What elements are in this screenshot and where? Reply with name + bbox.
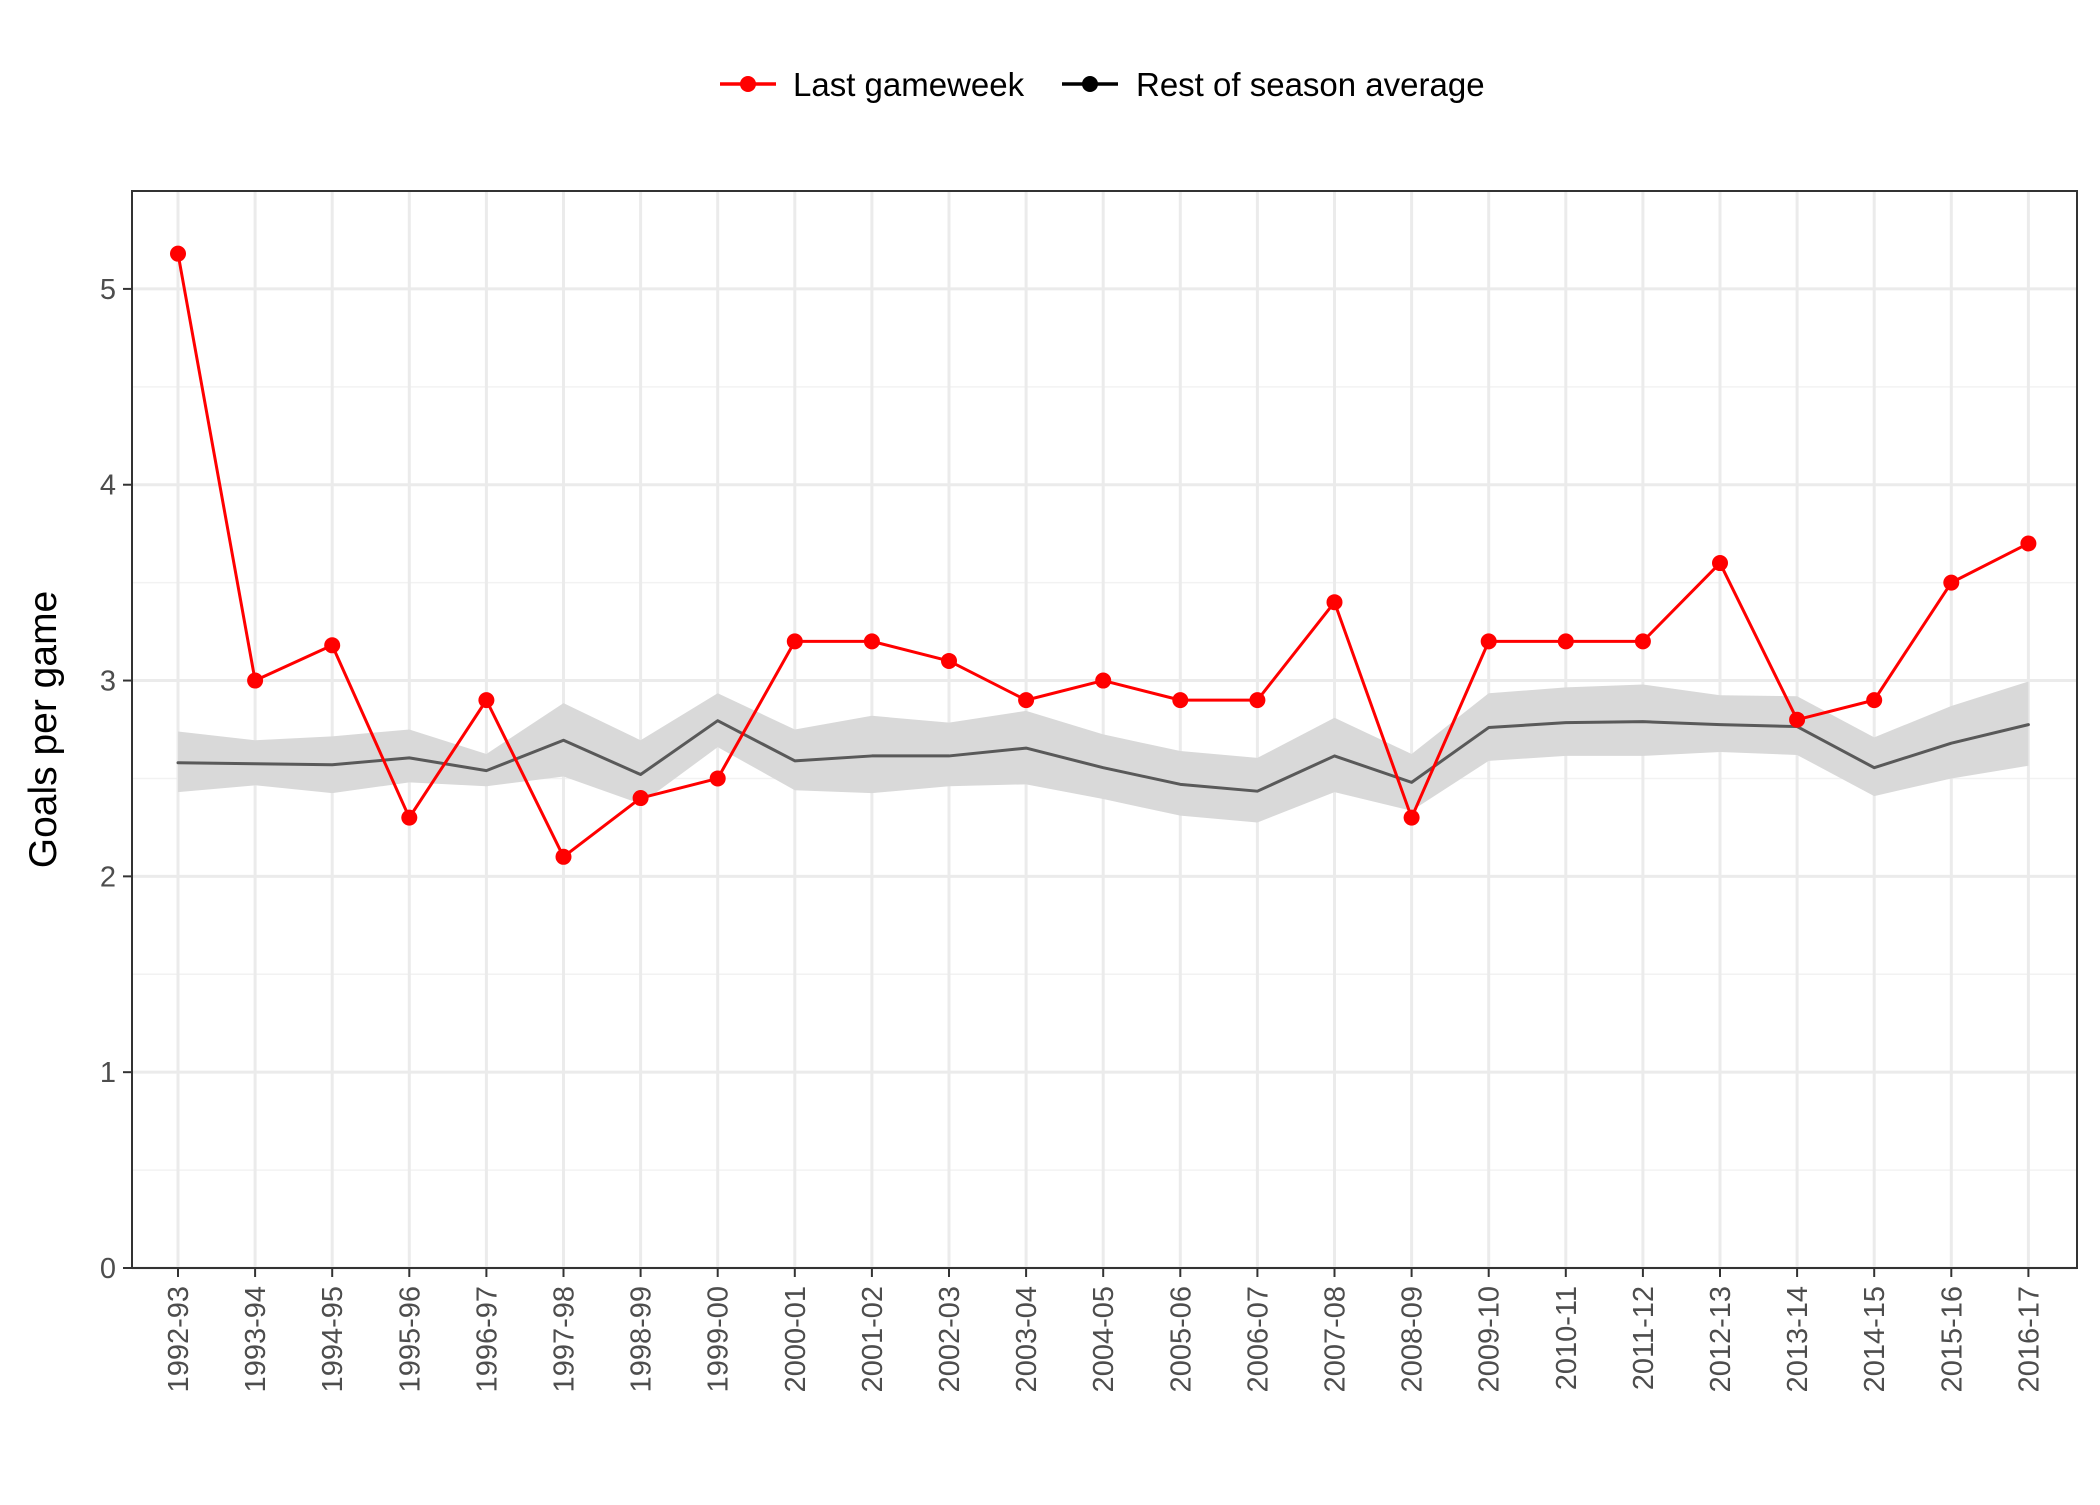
last-gameweek-point [786, 633, 803, 650]
series [170, 245, 2037, 865]
legend: Last gameweek Rest of season average [720, 66, 1485, 103]
x-tick-label: 1995-96 [394, 1286, 426, 1392]
x-tick-label: 1998-99 [626, 1286, 658, 1392]
x-tick-label: 2013-14 [1782, 1286, 1814, 1392]
x-tick-label: 2016-17 [2013, 1286, 2045, 1392]
y-axis-title: Goals per game [22, 591, 65, 868]
last-gameweek-point [863, 633, 880, 650]
last-gameweek-point [170, 245, 186, 262]
legend-label: Rest of season average [1136, 66, 1485, 103]
x-tick-label: 2007-08 [1320, 1286, 1352, 1392]
last-gameweek-point [555, 848, 572, 865]
last-gameweek-point [1789, 711, 1806, 728]
y-tick-label: 1 [100, 1057, 116, 1089]
last-gameweek-point [709, 770, 726, 787]
y-tick-label: 3 [100, 666, 116, 698]
y-tick-label: 5 [100, 274, 116, 306]
last-gameweek-point [1634, 633, 1651, 650]
last-gameweek-point [401, 809, 418, 826]
x-tick-label: 1996-97 [471, 1286, 503, 1392]
last-gameweek-point [1249, 692, 1266, 709]
last-gameweek-point [1018, 692, 1035, 709]
x-tick-label: 2001-02 [857, 1286, 889, 1392]
last-gameweek-point [324, 637, 341, 654]
legend-item: Rest of season average [1062, 66, 1485, 103]
plot-panel-border [131, 190, 2078, 1269]
x-tick-label: 2000-01 [780, 1286, 812, 1392]
axes: 0 1 2 3 4 5 1992-93 1993-94 1994-95 1995-96 1996-9… [100, 274, 2046, 1393]
x-tick-label: 1994-95 [317, 1286, 349, 1392]
last-gameweek-point [1172, 692, 1189, 709]
x-tick-label: 1999-00 [703, 1286, 735, 1392]
x-tick-label: 2002-03 [934, 1286, 966, 1392]
x-tick-label: 2015-16 [1936, 1286, 1968, 1392]
rest-of-season-average-line [176, 719, 2030, 793]
last-gameweek-point [247, 672, 264, 689]
last-gameweek-point [1943, 574, 1960, 591]
last-gameweek-point [632, 790, 649, 807]
x-tick-label: 2012-13 [1705, 1286, 1737, 1392]
x-tick-label: 1997-98 [549, 1286, 581, 1392]
y-tick-label: 2 [100, 861, 116, 893]
y-tick-label: 0 [100, 1253, 116, 1285]
last-gameweek-point [1557, 633, 1574, 650]
x-tick-label: 2005-06 [1165, 1286, 1197, 1392]
last-gameweek-point [1095, 672, 1112, 689]
last-gameweek-point [1326, 594, 1343, 611]
x-tick-label: 2006-07 [1242, 1286, 1274, 1392]
last-gameweek-point [1480, 633, 1497, 650]
last-gameweek-point [1403, 809, 1420, 826]
confidence-band [178, 681, 2029, 823]
legend-key-point [740, 76, 756, 92]
last-gameweek-point [478, 692, 495, 709]
last-gameweek-point [2020, 535, 2037, 552]
rest-of-season-band [178, 681, 2029, 823]
x-tick-label: 1993-94 [240, 1286, 272, 1392]
x-tick-label: 2003-04 [1011, 1286, 1043, 1392]
x-tick-label: 1992-93 [163, 1286, 195, 1392]
legend-item: Last gameweek [720, 66, 1025, 103]
x-tick-label: 2011-12 [1628, 1286, 1660, 1390]
x-tick-label: 2004-05 [1088, 1286, 1120, 1392]
x-tick-label: 2008-09 [1397, 1286, 1429, 1392]
y-tick-label: 4 [100, 470, 116, 502]
legend-label: Last gameweek [793, 66, 1025, 103]
last-gameweek-point [1712, 555, 1728, 572]
last-gameweek-point [941, 652, 957, 669]
x-tick-label: 2009-10 [1474, 1286, 1506, 1392]
x-tick-label: 2010-11 [1551, 1286, 1583, 1390]
legend-key-point [1082, 76, 1098, 92]
x-tick-label: 2014-15 [1859, 1286, 1891, 1392]
last-gameweek-point [1866, 692, 1883, 709]
